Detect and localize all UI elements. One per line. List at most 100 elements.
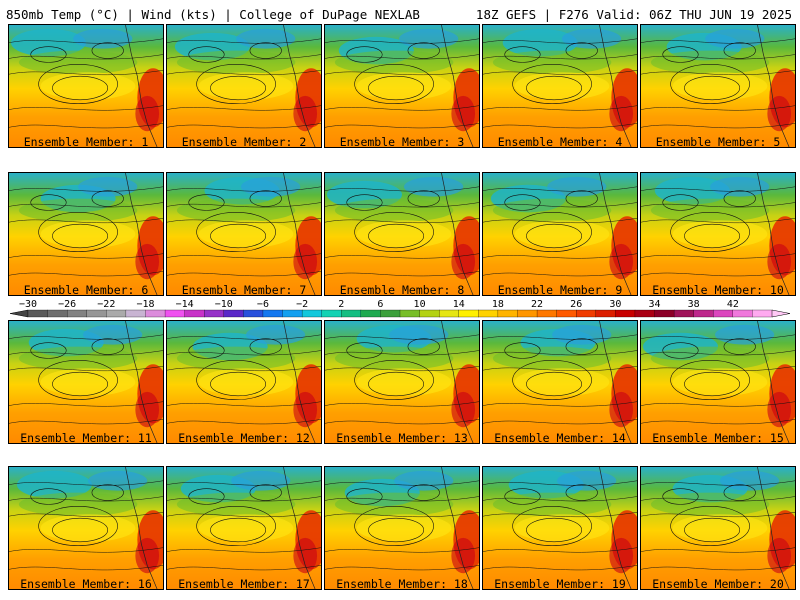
colorbar-swatch [713, 309, 734, 318]
colorbar-tick-label: −18 [136, 299, 154, 310]
colorbar-swatch [282, 309, 303, 318]
colorbar-tick-label: 14 [453, 299, 465, 310]
colorbar-swatch [125, 309, 146, 318]
ensemble-member-label: Ensemble Member: 6 [23, 283, 149, 297]
colorbar-tick-label: −6 [257, 299, 269, 310]
colorbar-left-arrow [9, 309, 29, 318]
colorbar-swatch [106, 309, 127, 318]
ensemble-member-label: Ensemble Member: 17 [178, 577, 310, 591]
ensemble-map-panel [166, 24, 322, 148]
colorbar-tick-label: −2 [296, 299, 308, 310]
colorbar-tick-label: 34 [649, 299, 661, 310]
ensemble-map-panel [8, 172, 164, 296]
colorbar-right-arrow [771, 309, 791, 318]
colorbar-swatch [576, 309, 597, 318]
colorbar-tick-label: −22 [97, 299, 115, 310]
ensemble-map-panel [166, 466, 322, 590]
colorbar-tick-label: −26 [58, 299, 76, 310]
colorbar-tick-label: −10 [215, 299, 233, 310]
colorbar-swatch [478, 309, 499, 318]
colorbar-tick-label: 6 [377, 299, 383, 310]
colorbar-swatch [360, 309, 381, 318]
ensemble-member-label: Ensemble Member: 1 [23, 135, 149, 149]
ensemble-member-label: Ensemble Member: 20 [652, 577, 784, 591]
ensemble-map-panel [640, 466, 796, 590]
ensemble-member-label: Ensemble Member: 11 [20, 431, 152, 445]
colorbar-swatch [497, 309, 518, 318]
colorbar-swatch [321, 309, 342, 318]
colorbar-tick-label: 10 [414, 299, 426, 310]
ensemble-member-label: Ensemble Member: 8 [339, 283, 465, 297]
ensemble-map-panel [166, 320, 322, 444]
colorbar-swatch [458, 309, 479, 318]
ensemble-map-panel [640, 24, 796, 148]
model-valid-time: 18Z GEFS | F276 Valid: 06Z THU JUN 19 20… [475, 7, 792, 22]
colorbar-tick-label: 26 [570, 299, 582, 310]
colorbar-swatch [615, 309, 636, 318]
colorbar-swatch [341, 309, 362, 318]
ensemble-member-label: Ensemble Member: 5 [655, 135, 781, 149]
ensemble-member-label: Ensemble Member: 13 [336, 431, 468, 445]
colorbar-swatch [439, 309, 460, 318]
ensemble-map-panel [640, 172, 796, 296]
colorbar-swatch [380, 309, 401, 318]
ensemble-map-panel [324, 24, 480, 148]
colorbar-swatch [301, 309, 323, 318]
ensemble-member-label: Ensemble Member: 12 [178, 431, 310, 445]
colorbar-swatch [595, 309, 616, 318]
colorbar-swatch [164, 309, 186, 318]
colorbar-swatch [673, 309, 695, 318]
ensemble-map-panel [166, 172, 322, 296]
ensemble-member-label: Ensemble Member: 4 [497, 135, 623, 149]
colorbar-swatch [204, 309, 225, 318]
ensemble-map-panel [482, 24, 638, 148]
ensemble-member-label: Ensemble Member: 18 [336, 577, 468, 591]
colorbar-tick-label: 2 [338, 299, 344, 310]
colorbar-swatch [634, 309, 655, 318]
colorbar-swatch [693, 309, 714, 318]
ensemble-map-panel [482, 320, 638, 444]
temperature-colorbar: −30 −26 −22 −18 −14 −10 −6 −2 2 6 10 14 18 22 26 30 34 38… [8, 299, 792, 319]
colorbar-swatch [86, 309, 107, 318]
ensemble-member-label: Ensemble Member: 14 [494, 431, 626, 445]
colorbar-tick-label: 38 [688, 299, 700, 310]
ensemble-map-panel [8, 320, 164, 444]
colorbar-swatch [27, 309, 49, 318]
colorbar-swatch [536, 309, 558, 318]
ensemble-member-label: Ensemble Member: 10 [652, 283, 784, 297]
colorbar-swatch [145, 309, 166, 318]
ensemble-map-panel [640, 320, 796, 444]
ensemble-map-panel [324, 172, 480, 296]
colorbar-swatch [654, 309, 675, 318]
colorbar-swatch [752, 309, 773, 318]
colorbar-swatch [556, 309, 577, 318]
colorbar-swatch [262, 309, 283, 318]
colorbar-swatch [184, 309, 205, 318]
ensemble-member-label: Ensemble Member: 2 [181, 135, 307, 149]
colorbar-tick-label: 30 [609, 299, 621, 310]
colorbar-swatch [223, 309, 244, 318]
colorbar-tick-label: 22 [531, 299, 543, 310]
ensemble-member-label: Ensemble Member: 16 [20, 577, 152, 591]
ensemble-member-label: Ensemble Member: 3 [339, 135, 465, 149]
colorbar-swatch [47, 309, 68, 318]
ensemble-map-panel [482, 172, 638, 296]
colorbar-swatch [517, 309, 538, 318]
ensemble-member-label: Ensemble Member: 15 [652, 431, 784, 445]
ensemble-member-label: Ensemble Member: 19 [494, 577, 626, 591]
colorbar-tick-label: 42 [727, 299, 739, 310]
colorbar-tick-label: −14 [176, 299, 194, 310]
ensemble-map-panel [324, 320, 480, 444]
colorbar-swatch [399, 309, 421, 318]
colorbar-swatch [419, 309, 440, 318]
colorbar-tick-label: −30 [19, 299, 37, 310]
ensemble-map-panel [324, 466, 480, 590]
chart-title: 850mb Temp (°C) | Wind (kts) | College o… [6, 7, 420, 22]
ensemble-map-panel [8, 24, 164, 148]
ensemble-member-label: Ensemble Member: 7 [181, 283, 307, 297]
ensemble-map-panel [8, 466, 164, 590]
colorbar-swatch [67, 309, 88, 318]
colorbar-swatch [732, 309, 753, 318]
ensemble-member-label: Ensemble Member: 9 [497, 283, 623, 297]
colorbar-swatch [243, 309, 264, 318]
